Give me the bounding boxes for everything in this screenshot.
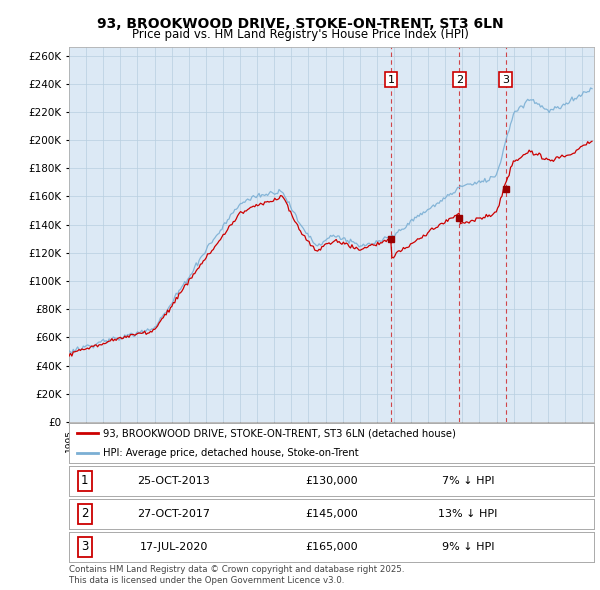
Text: 2: 2 <box>81 507 89 520</box>
Text: 1: 1 <box>81 474 89 487</box>
Text: 2: 2 <box>455 74 463 84</box>
Text: 3: 3 <box>81 540 88 553</box>
Text: HPI: Average price, detached house, Stoke-on-Trent: HPI: Average price, detached house, Stok… <box>103 448 359 458</box>
Text: 93, BROOKWOOD DRIVE, STOKE-ON-TRENT, ST3 6LN: 93, BROOKWOOD DRIVE, STOKE-ON-TRENT, ST3… <box>97 17 503 31</box>
Text: Price paid vs. HM Land Registry's House Price Index (HPI): Price paid vs. HM Land Registry's House … <box>131 28 469 41</box>
Text: 1: 1 <box>388 74 394 84</box>
Text: £165,000: £165,000 <box>305 542 358 552</box>
Text: 7% ↓ HPI: 7% ↓ HPI <box>442 476 494 486</box>
Text: 93, BROOKWOOD DRIVE, STOKE-ON-TRENT, ST3 6LN (detached house): 93, BROOKWOOD DRIVE, STOKE-ON-TRENT, ST3… <box>103 428 456 438</box>
Text: 9% ↓ HPI: 9% ↓ HPI <box>442 542 494 552</box>
Text: 3: 3 <box>502 74 509 84</box>
Text: 17-JUL-2020: 17-JUL-2020 <box>140 542 208 552</box>
Text: £145,000: £145,000 <box>305 509 358 519</box>
Text: 25-OCT-2013: 25-OCT-2013 <box>137 476 211 486</box>
Text: 27-OCT-2017: 27-OCT-2017 <box>137 509 211 519</box>
Text: 13% ↓ HPI: 13% ↓ HPI <box>439 509 497 519</box>
Text: Contains HM Land Registry data © Crown copyright and database right 2025.
This d: Contains HM Land Registry data © Crown c… <box>69 565 404 585</box>
Text: £130,000: £130,000 <box>305 476 358 486</box>
